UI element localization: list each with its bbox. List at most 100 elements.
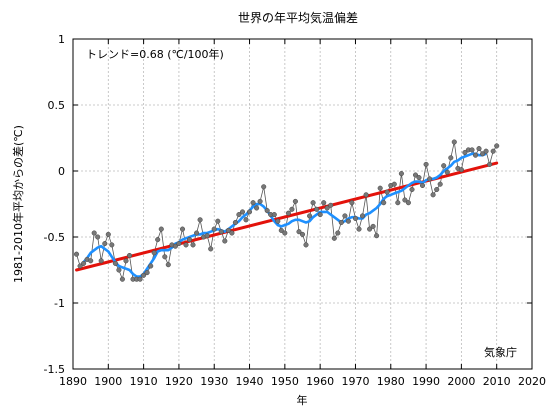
annual-point [395, 200, 401, 206]
x-tick-label: 1940 [236, 375, 264, 388]
annual-point [345, 218, 351, 224]
annual-point [356, 226, 362, 232]
annual-point [384, 189, 390, 195]
annual-point [218, 229, 224, 235]
annual-point [261, 184, 267, 190]
annual-point [172, 243, 178, 249]
annual-point [95, 234, 101, 240]
annual-point [324, 205, 330, 211]
annual-point [222, 238, 228, 244]
annual-point [374, 233, 380, 239]
annual-point [416, 175, 422, 181]
annual-point [197, 217, 203, 223]
annual-point [469, 147, 475, 153]
x-tick-labels: 1890 1900 1910 1920 1930 1940 1950 1960 1970 1980… [59, 375, 546, 388]
annual-point [204, 233, 210, 239]
annual-point [391, 181, 397, 187]
annual-point [285, 210, 291, 216]
annual-point [331, 235, 337, 241]
x-tick-label: 1900 [94, 375, 122, 388]
annual-point [352, 215, 359, 222]
grid [73, 39, 532, 369]
annual-point [232, 219, 238, 226]
annual-point [451, 139, 457, 145]
annual-point [126, 252, 133, 259]
annual-point [367, 226, 373, 232]
axes [72, 38, 533, 370]
chart-title: 世界の年平均気温偏差 [238, 10, 358, 25]
annual-point [483, 148, 489, 154]
credit-label: 気象庁 [484, 345, 517, 359]
annual-point [98, 258, 104, 264]
annual-point [444, 169, 450, 175]
x-tick-label: 2010 [483, 375, 511, 388]
annual-point [402, 197, 408, 203]
annual-point [363, 192, 369, 198]
annual-point [208, 246, 214, 252]
annual-point [236, 212, 242, 218]
annual-point [349, 200, 355, 206]
annual-point [398, 171, 404, 177]
annual-point [303, 242, 309, 248]
y-tick-label: 0.5 [48, 99, 66, 112]
annual-point [194, 230, 200, 236]
annual-point [109, 242, 115, 248]
annual-point [427, 176, 433, 182]
annual-point [359, 213, 366, 219]
annual-point [487, 161, 493, 167]
annual-point [229, 230, 235, 236]
annual-point [335, 230, 341, 236]
series [73, 139, 500, 282]
annual-point [264, 208, 270, 214]
annual-point [494, 143, 500, 149]
annual-series-line [76, 141, 498, 281]
annual-point [314, 206, 320, 212]
annual-point [317, 212, 323, 218]
annual-point [144, 270, 150, 276]
annual-point [105, 231, 111, 237]
annual-point [437, 181, 443, 187]
annual-point [186, 237, 193, 243]
x-tick-label: 1980 [377, 375, 405, 388]
annual-point [141, 272, 147, 278]
annual-point [409, 186, 415, 193]
annual-point [441, 163, 447, 169]
x-tick-label: 1890 [59, 375, 87, 388]
trend-annotation: トレンド=0.68 (℃/100年) [86, 47, 224, 61]
annual-point [419, 182, 426, 189]
annual-point [370, 223, 376, 229]
annual-point [148, 263, 154, 269]
annual-point [490, 148, 496, 154]
annual-point [289, 206, 295, 212]
annual-point [412, 172, 419, 178]
annual-point [434, 186, 440, 193]
annual-point [81, 260, 87, 266]
annual-point [292, 198, 298, 204]
annual-point [179, 226, 186, 232]
annual-point [462, 149, 468, 156]
annual-point [190, 242, 196, 248]
x-axis-title: 年 [297, 393, 308, 407]
annual-point [377, 185, 383, 191]
annual-point [342, 213, 348, 219]
y-tick-label: 0 [58, 165, 65, 178]
annual-point [91, 230, 97, 236]
annual-point [448, 155, 454, 161]
annual-point [151, 250, 157, 256]
x-tick-label: 1950 [271, 375, 299, 388]
x-tick-label: 1990 [412, 375, 440, 388]
annual-point [176, 241, 182, 247]
annual-point [328, 202, 334, 208]
annual-point [250, 200, 256, 206]
annual-point [472, 152, 479, 158]
annual-point [183, 242, 189, 248]
y-tick-label: 1 [58, 33, 65, 46]
x-tick-label: 2000 [447, 375, 475, 388]
annual-point [123, 258, 129, 264]
annual-point [211, 226, 217, 232]
annual-point [310, 200, 316, 206]
annual-point [116, 267, 122, 273]
annual-point [119, 276, 125, 282]
annual-point [423, 161, 429, 167]
